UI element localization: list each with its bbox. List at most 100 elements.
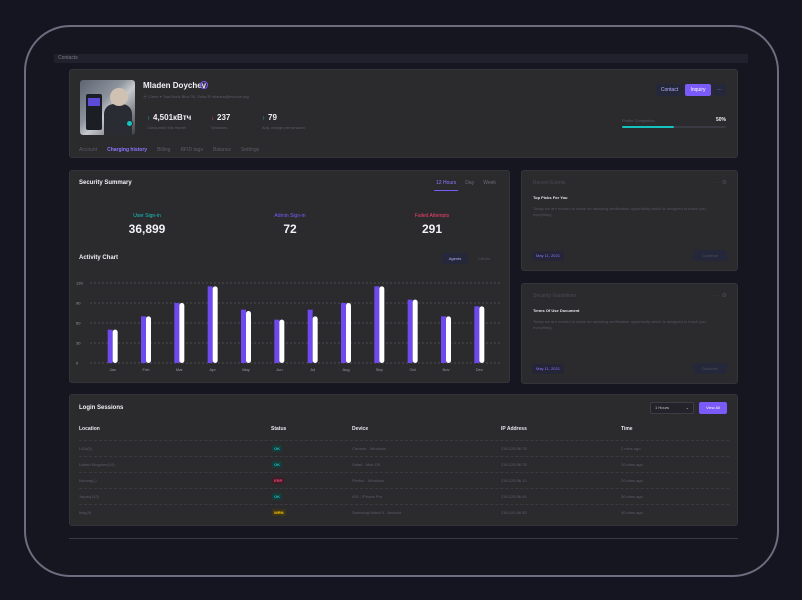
bar-white[interactable]: [146, 316, 151, 363]
profile-tab[interactable]: Billing: [157, 147, 171, 153]
verified-icon: ✓: [200, 81, 208, 89]
bar-purple[interactable]: [441, 316, 446, 363]
stat-label: Sessions: [211, 125, 228, 130]
kpi-label: Failed Attempts: [414, 213, 450, 219]
active-tab-underline: [434, 190, 458, 191]
more-options-button[interactable]: ···: [713, 84, 726, 96]
cell-ip-address: 236.125.56.10: [501, 478, 527, 483]
bar-white[interactable]: [412, 299, 418, 363]
x-tick-label: Aug: [342, 367, 349, 372]
column-header-location: Location: [79, 426, 100, 432]
profile-tab[interactable]: Account: [79, 147, 98, 153]
kpi-value: 72: [283, 222, 297, 236]
view-all-button[interactable]: View All: [699, 402, 727, 414]
table-row[interactable]: Norway(-) Firefox - Windows 236.125.56.10 2…: [79, 472, 729, 488]
y-tick-label: 90: [76, 301, 81, 306]
x-tick-label: Jul: [310, 367, 315, 372]
discover-button[interactable]: Discover: [693, 363, 727, 374]
card-heading: Top Picks For You: [533, 195, 568, 200]
card-date: May 11, 2021: [532, 364, 564, 374]
cell-time: 20 mins ago: [621, 478, 643, 483]
login-sessions-panel: Login Sessions 1 Hours ⌄ View All Locati…: [69, 394, 738, 526]
bar-white[interactable]: [446, 316, 451, 363]
cell-device: Samsung Noted 5 - Android: [352, 510, 402, 515]
stat-consumed: ↑ 4,501кВтч Consumed this month: [147, 113, 191, 130]
x-tick-label: Dec: [476, 367, 483, 372]
bar-purple[interactable]: [274, 319, 280, 363]
bar-white[interactable]: [346, 303, 351, 363]
bar-purple[interactable]: [307, 309, 313, 363]
y-tick-label: 60: [76, 321, 81, 326]
tab-week[interactable]: Week: [483, 180, 496, 186]
card-menu-icon[interactable]: ··· ⚙: [713, 180, 727, 186]
column-header-time: Time: [621, 426, 633, 432]
table-row[interactable]: Italy(5) Samsung Noted 5 - Android 236.100…: [79, 504, 729, 520]
activity-chart: 0 30 60 90 120 Jan Feb Mar Apr May Jun Jul Aug Sep Oct…: [76, 281, 500, 372]
profile-tab[interactable]: Settings: [241, 147, 260, 153]
table-row[interactable]: United Kingdom(10) Safari - Mac OS 236.125…: [79, 456, 729, 472]
profile-completion-bar: [622, 126, 726, 128]
bar-purple[interactable]: [141, 316, 146, 363]
profile-tab[interactable]: Charging history: [107, 147, 148, 153]
person-head-shape: [110, 88, 128, 106]
profile-completion-value: 50%: [716, 117, 727, 123]
profile-meta: ⦿ Client ⌖ Tsar Boris Blvd 30, Sofia ✉ m…: [143, 94, 249, 99]
avatar[interactable]: [80, 80, 135, 135]
bar-purple[interactable]: [174, 303, 180, 363]
bar-purple[interactable]: [474, 306, 480, 363]
arrow-down-icon: ↓: [211, 116, 214, 122]
kpi-user-sign-in: User Sign-in 36,899: [87, 213, 207, 236]
bar-white[interactable]: [179, 303, 185, 363]
profile-tab[interactable]: Balance: [212, 147, 232, 153]
time-filter-select[interactable]: 1 Hours ⌄: [650, 402, 694, 414]
card-heading: Terms Of Use Document: [533, 308, 580, 313]
cell-ip-address: 236.125.56.78: [501, 462, 527, 467]
tab-day[interactable]: Day: [465, 180, 475, 186]
online-status-dot: [126, 120, 133, 127]
bar-purple[interactable]: [207, 286, 213, 363]
bar-purple[interactable]: [241, 309, 246, 363]
contact-button[interactable]: Contact: [656, 84, 683, 96]
bar-purple[interactable]: [107, 329, 113, 363]
bar-white[interactable]: [112, 329, 118, 363]
cell-ip-address: 236.125.56.78: [501, 446, 527, 451]
stat-label: Avg. charge per session: [262, 125, 305, 130]
card-title: Security Guidelines: [533, 293, 577, 299]
card-menu-icon[interactable]: ··· ⚙: [713, 293, 727, 299]
stat-label: Consumed this month: [147, 125, 186, 130]
kpi-value: 291: [421, 222, 443, 236]
continue-button[interactable]: Continue: [693, 250, 727, 261]
profile-tab[interactable]: RFID tags: [180, 147, 203, 153]
cell-location: Japan(112): [79, 494, 99, 499]
kpi-admin-sign-in: Admin Sign-in 72: [230, 213, 350, 236]
status-badge: OK: [272, 445, 282, 452]
tab-12-hours[interactable]: 12 Hours: [436, 180, 457, 186]
cell-location: Norway(-): [79, 478, 97, 483]
stat-avg-charge: ↑ 79 Avg. charge per session: [262, 113, 305, 130]
bar-white[interactable]: [246, 311, 251, 363]
stat-value: 4,501кВтч: [153, 113, 192, 122]
bar-white[interactable]: [379, 286, 385, 363]
x-tick-label: Sep: [376, 367, 384, 372]
profile-name: Mladen Doychev: [143, 81, 207, 90]
x-tick-label: Mar: [176, 367, 184, 372]
tab-agents[interactable]: Agents: [442, 253, 468, 264]
cell-time: 2 mins ago: [621, 446, 641, 451]
inquiry-button[interactable]: Inquiry: [685, 84, 711, 96]
bar-white[interactable]: [279, 319, 285, 363]
kpi-failed-attempts: Failed Attempts 291: [372, 213, 492, 236]
tab-clients[interactable]: Clients: [477, 256, 491, 261]
x-tick-label: Jan: [109, 367, 115, 372]
bar-white[interactable]: [479, 306, 485, 363]
bar-white[interactable]: [312, 316, 318, 363]
bar-purple[interactable]: [374, 286, 380, 363]
cell-time: 10 mins ago: [621, 462, 643, 467]
bar-purple[interactable]: [407, 299, 413, 363]
status-badge: WRN: [272, 509, 286, 516]
bar-purple[interactable]: [341, 303, 346, 363]
cell-ip-address: 236.100.56.50: [501, 510, 527, 515]
bar-white[interactable]: [212, 286, 218, 363]
cell-device: Firefox - Windows: [352, 478, 385, 483]
table-row[interactable]: USA(5) Chrome - Windows 236.125.56.78 2 min…: [79, 440, 729, 456]
table-row[interactable]: Japan(112) iOS - iPhone Pro 236.125.56.54 3…: [79, 488, 729, 504]
